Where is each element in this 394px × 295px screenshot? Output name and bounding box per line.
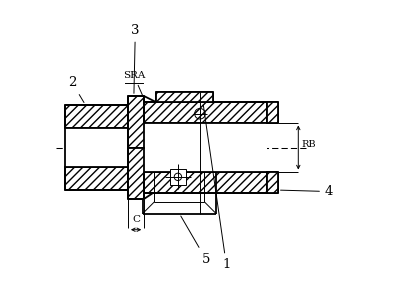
Bar <box>128 148 144 199</box>
Text: 4: 4 <box>281 185 333 198</box>
Bar <box>268 173 278 193</box>
Bar <box>128 173 268 193</box>
Text: RB: RB <box>302 140 316 149</box>
Bar <box>128 96 144 148</box>
Bar <box>128 122 268 173</box>
Text: 2: 2 <box>68 76 84 103</box>
Bar <box>128 102 268 122</box>
Bar <box>65 167 130 190</box>
Text: SRA: SRA <box>123 71 145 96</box>
Bar <box>268 102 278 122</box>
Bar <box>156 92 213 102</box>
Text: 1: 1 <box>203 105 230 271</box>
Bar <box>170 169 186 185</box>
Text: 5: 5 <box>181 216 210 266</box>
Text: 3: 3 <box>131 24 139 93</box>
Text: C: C <box>132 215 140 224</box>
Bar <box>65 128 130 167</box>
Bar <box>65 105 130 128</box>
